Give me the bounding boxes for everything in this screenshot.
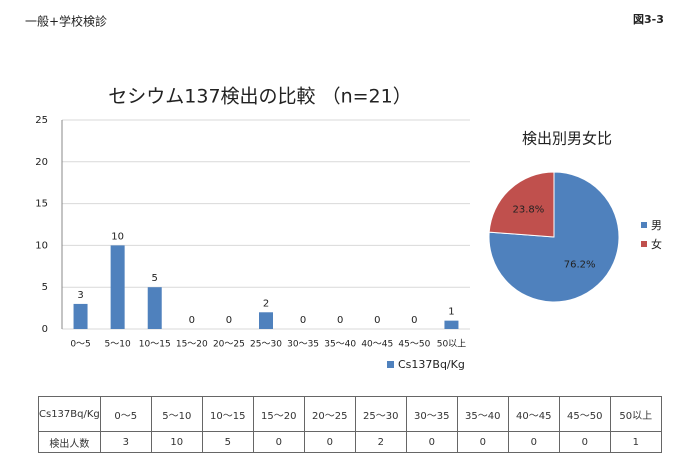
x-tick-label: 30～35 (287, 340, 319, 350)
data-label: 2 (263, 298, 269, 309)
table-cell: 0 (405, 431, 458, 453)
table-cell: 25～30 (354, 396, 407, 432)
table-cell: 15～20 (252, 396, 305, 432)
table-cell: 3 (99, 431, 152, 453)
table-cell: 50以上 (609, 396, 662, 432)
data-label: 0 (374, 315, 380, 326)
bar-title: セシウム137検出の比較 （n=21） (108, 86, 411, 108)
bar (259, 312, 273, 329)
bar (444, 320, 459, 329)
x-tick-label: 40～45 (361, 340, 393, 350)
x-tick-label: 25～30 (250, 340, 282, 350)
data-label: 10 (111, 231, 124, 242)
table-row: Cs137Bq/Kg 0～5 5～10 10～15 15～20 20～25 25～30 30～… (38, 396, 662, 432)
data-label: 1 (448, 307, 454, 318)
data-table: Cs137Bq/Kg 0～5 5～10 10～15 15～20 20～25 25～30 30～… (38, 396, 662, 453)
legend-label: 女 (651, 237, 662, 251)
table-cell: 0 (456, 431, 509, 453)
pie-title: 検出別男女比 (522, 130, 612, 148)
row-header: 検出人数 (38, 431, 101, 453)
data-label: 3 (77, 290, 83, 301)
bar (147, 287, 162, 329)
table-row: 検出人数 3 10 5 0 0 2 0 0 0 0 1 (38, 431, 662, 453)
y-tick-label: 0 (42, 324, 48, 335)
legend-label: Cs137Bq/Kg (398, 358, 465, 371)
x-tick-label: 20～25 (213, 340, 245, 350)
table-cell: 40～45 (507, 396, 560, 432)
data-label: 76.2% (564, 260, 596, 271)
table-cell: 0 (252, 431, 305, 453)
table-cell: 0 (507, 431, 560, 453)
data-label: 5 (152, 273, 158, 284)
table-cell: 20～25 (303, 396, 356, 432)
table-cell: 5 (201, 431, 254, 453)
legend-swatch (641, 241, 647, 247)
y-tick-label: 5 (42, 282, 48, 293)
x-tick-label: 35～40 (324, 340, 356, 350)
x-tick-label: 50以上 (437, 339, 466, 350)
x-tick-label: 5～10 (105, 340, 131, 350)
x-tick-label: 0～5 (70, 340, 90, 350)
data-label: 0 (300, 315, 306, 326)
header-left: 一般+学校検診 (25, 14, 107, 29)
pie-slice (488, 171, 555, 238)
x-tick-label: 45～50 (398, 340, 430, 350)
x-tick-label: 10～15 (139, 340, 171, 350)
table-cell: 2 (354, 431, 407, 453)
data-label: 23.8% (512, 204, 544, 215)
table-cell: 5～10 (150, 396, 203, 432)
legend-swatch (641, 222, 647, 228)
data-label: 0 (189, 315, 195, 326)
header-right: 図3-3 (633, 12, 664, 26)
y-tick-label: 20 (35, 157, 48, 168)
legend-label: 男 (651, 219, 662, 232)
table-cell: 45～50 (558, 396, 611, 432)
x-tick-label: 15～20 (176, 340, 208, 350)
y-tick-label: 25 (35, 115, 48, 126)
table-cell: 0～5 (99, 396, 152, 432)
pie-slice (488, 171, 620, 303)
bar (110, 245, 125, 329)
y-tick-label: 10 (35, 240, 48, 251)
table-cell: 35～40 (456, 396, 509, 432)
data-label: 0 (411, 315, 417, 326)
table-cell: 30～35 (405, 396, 458, 432)
legend-swatch (387, 361, 394, 368)
table-cell: 1 (609, 431, 662, 453)
table-cell: 0 (558, 431, 611, 453)
row-header: Cs137Bq/Kg (38, 396, 101, 432)
data-label: 0 (337, 315, 343, 326)
y-tick-label: 15 (35, 199, 48, 210)
data-label: 0 (226, 315, 232, 326)
table-cell: 0 (303, 431, 356, 453)
table-cell: 10～15 (201, 396, 254, 432)
table-cell: 10 (150, 431, 203, 453)
bar (73, 303, 88, 329)
